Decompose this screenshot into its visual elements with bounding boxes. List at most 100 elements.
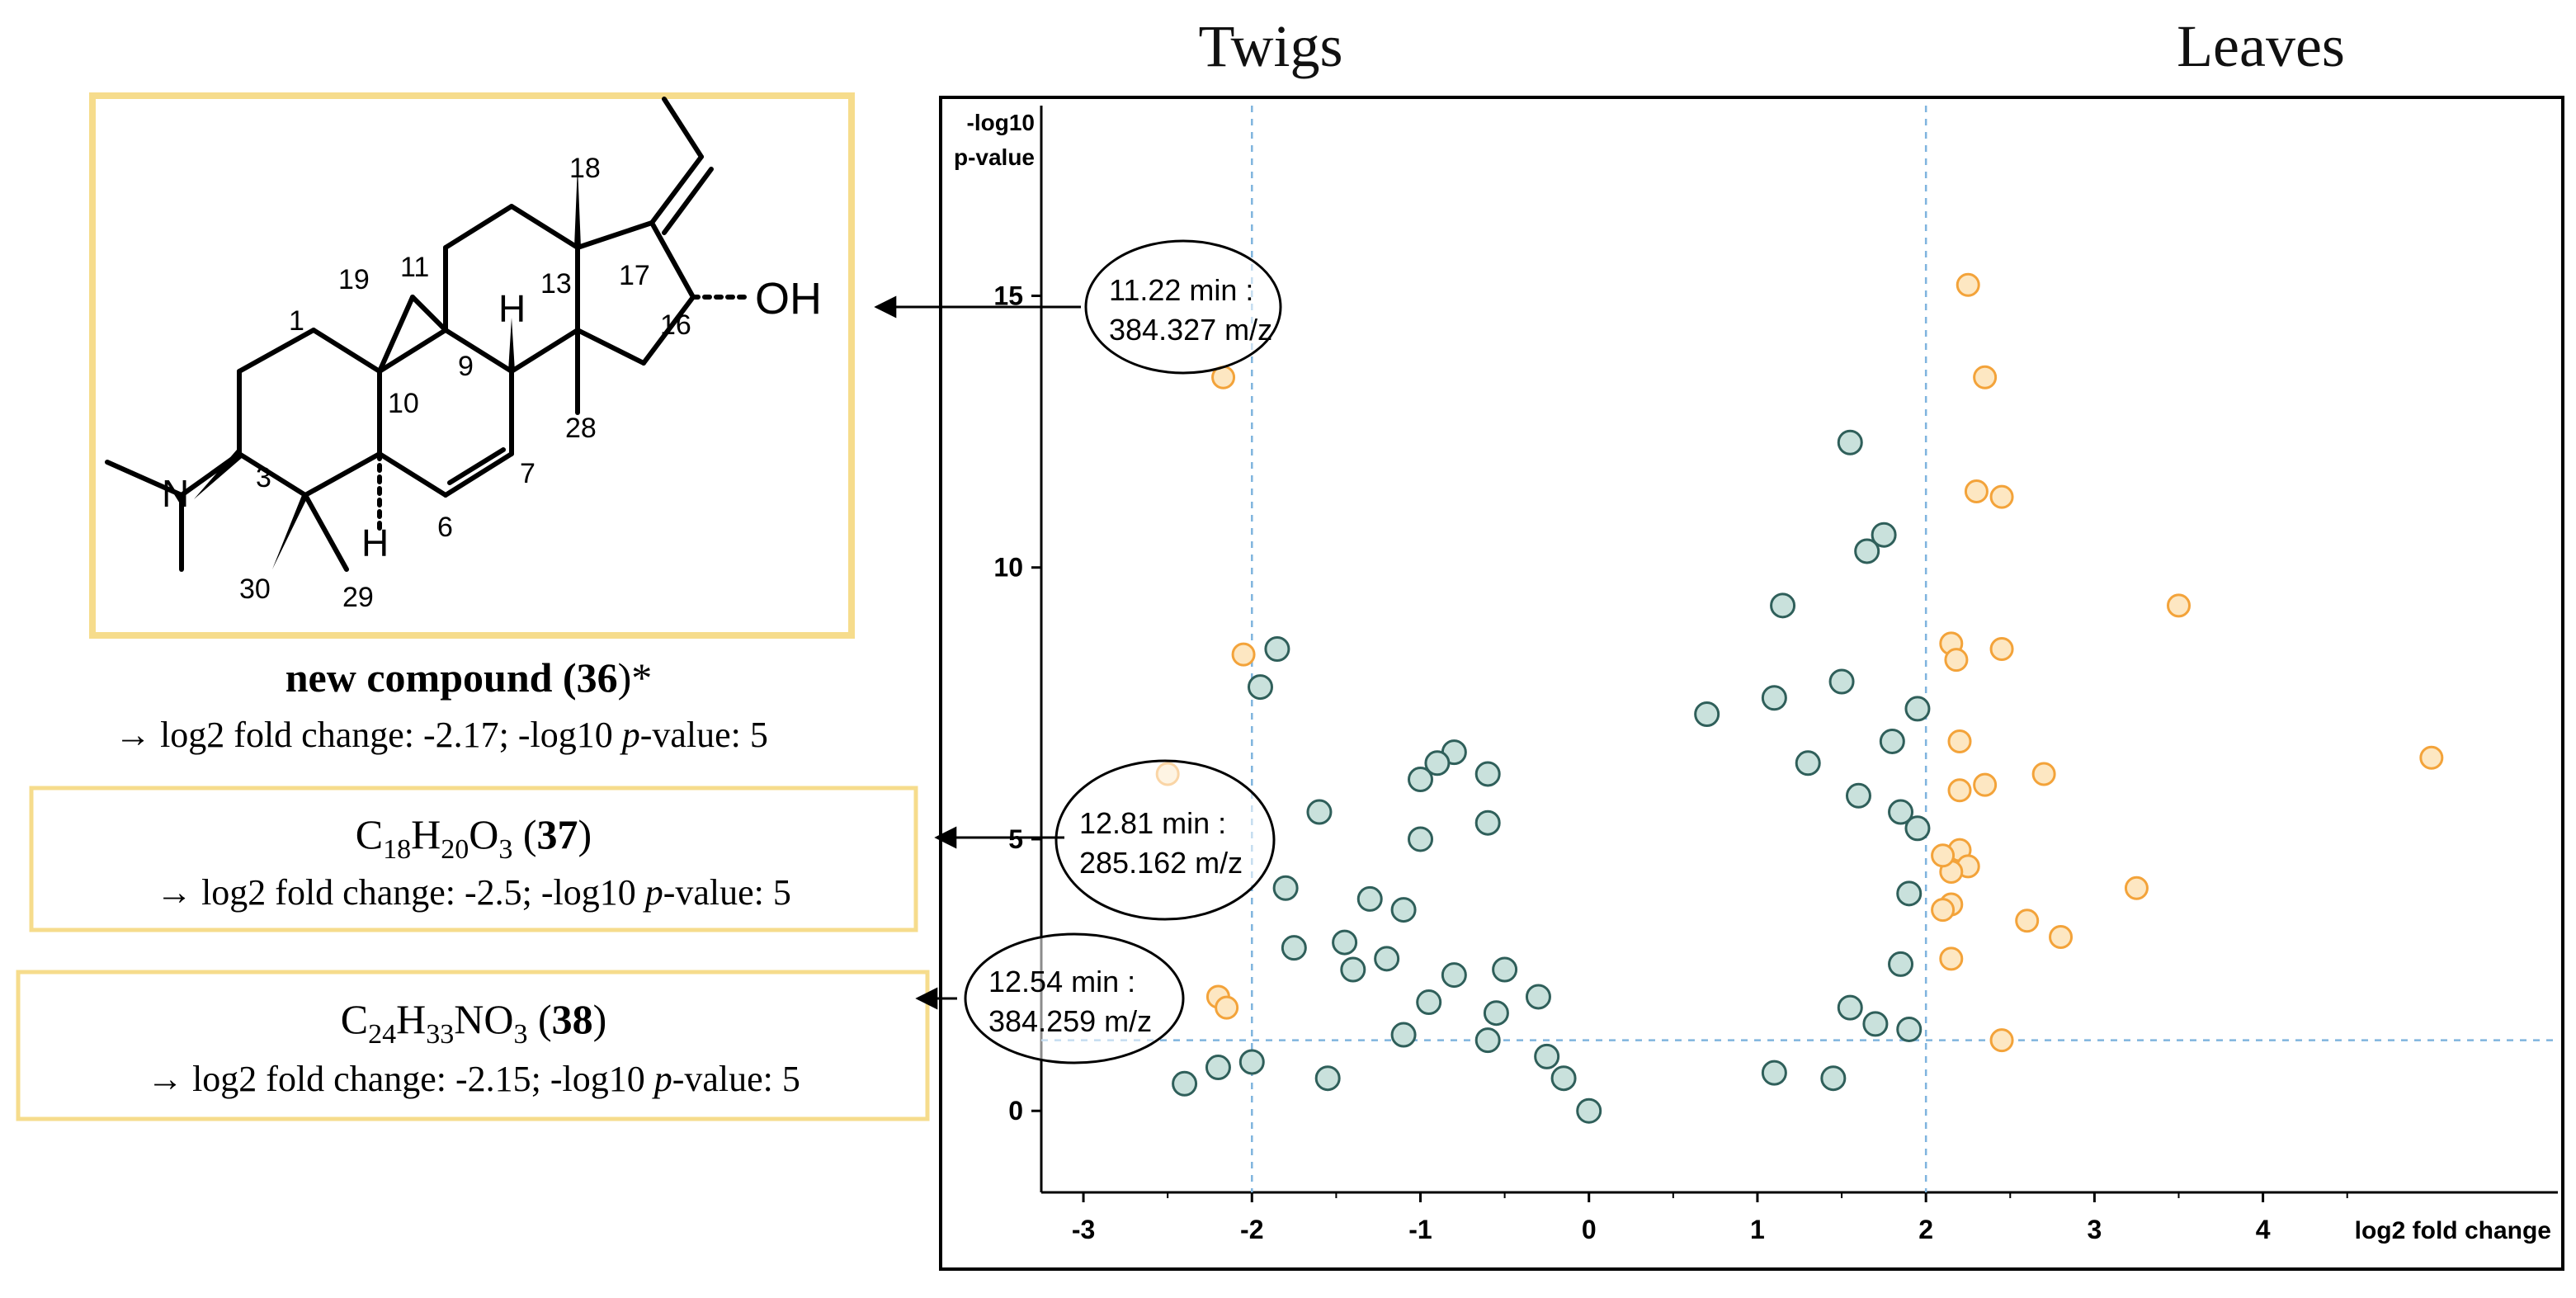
- atom-label: H: [361, 522, 389, 564]
- nonsignificant-point: [1761, 685, 1787, 711]
- nonsignificant-point: [1390, 1022, 1417, 1048]
- significant-point: [1944, 648, 1969, 673]
- y-tick-label: 15: [993, 281, 1023, 310]
- formula-part: 18: [383, 834, 411, 865]
- annotation-line1: 12.81 min :: [1079, 806, 1226, 840]
- nonsignificant-point: [1820, 1065, 1847, 1092]
- atom-label: 11: [400, 252, 429, 283]
- compound-38-stats-italic: p: [652, 1059, 672, 1099]
- compound-36-title-num: 36: [577, 654, 618, 701]
- significant-point: [1964, 479, 1989, 504]
- atom-label: 30: [239, 573, 271, 605]
- y-axis-label: -log10: [967, 110, 1035, 135]
- compound-38-stats-post: -value: 5: [672, 1059, 800, 1099]
- nonsignificant-point: [1550, 1065, 1577, 1092]
- atom-label: 7: [520, 458, 535, 489]
- atom-label: 1: [289, 305, 304, 337]
- nonsignificant-point: [1888, 951, 1914, 977]
- compound-38-formula: C24H33NO3 (38): [341, 996, 607, 1050]
- chemical-structure: [105, 97, 753, 572]
- significant-point: [1931, 898, 1956, 923]
- nonsignificant-point: [1534, 1043, 1560, 1069]
- atom-label: 16: [660, 309, 691, 341]
- atom-label: 17: [619, 260, 650, 291]
- nonsignificant-point: [1694, 701, 1720, 728]
- atom-label: 18: [569, 153, 601, 184]
- annotation-ellipse: [1054, 759, 1276, 921]
- significant-point: [1956, 272, 1980, 297]
- x-tick-label: 3: [2087, 1215, 2102, 1244]
- nonsignificant-point: [1474, 1027, 1501, 1054]
- annotation-line2: 384.327 m/z: [1109, 313, 1272, 347]
- significant-point: [1973, 365, 1998, 389]
- x-tick-label: -1: [1408, 1215, 1432, 1244]
- atom-label: H: [498, 287, 526, 330]
- compound-36-title-tail: )*: [618, 654, 653, 701]
- x-tick-label: 2: [1918, 1215, 1933, 1244]
- significant-point: [2015, 909, 2040, 933]
- compound-37-box: [29, 786, 918, 932]
- significant-point: [2167, 593, 2191, 618]
- nonsignificant-point: [1416, 989, 1442, 1016]
- formula-part: 3: [498, 834, 512, 865]
- nonsignificant-point: [1424, 750, 1451, 776]
- y-tick-label: 5: [1008, 824, 1023, 854]
- compound-37-formula: C18H20O3 (37): [356, 811, 592, 865]
- nonsignificant-point: [1879, 728, 1905, 754]
- nonsignificant-point: [1332, 929, 1358, 956]
- structure-box: [89, 92, 855, 639]
- atom-label: 6: [437, 512, 453, 543]
- atom-label: 19: [338, 264, 370, 295]
- nonsignificant-point: [1441, 962, 1467, 989]
- y-axis-label: p-value: [954, 144, 1035, 170]
- formula-part: 3: [513, 1019, 527, 1050]
- x-axis-label: log2 fold change: [2355, 1217, 2551, 1244]
- nonsignificant-point: [1390, 897, 1417, 923]
- x-tick-label: 1: [1750, 1215, 1765, 1244]
- compound-36-stats: → log2 fold change: -2.17; -log10 p-valu…: [115, 715, 768, 755]
- nonsignificant-point: [1483, 1000, 1509, 1027]
- nonsignificant-point: [1837, 429, 1863, 455]
- nonsignificant-point: [1408, 826, 1433, 852]
- x-tick-label: -3: [1072, 1215, 1095, 1244]
- significant-point: [1989, 1028, 2014, 1053]
- nonsignificant-point: [1408, 767, 1433, 793]
- connector-arrows: [874, 295, 1081, 1010]
- nonsignificant-point: [1845, 782, 1871, 809]
- x-tick-label: 4: [2256, 1215, 2271, 1244]
- nonsignificant-point: [1854, 538, 1880, 564]
- formula-part: 24: [368, 1019, 396, 1050]
- compound-36-title: new compound (36)*: [285, 654, 653, 701]
- nonsignificant-point: [1374, 946, 1400, 972]
- nonsignificant-point: [1576, 1097, 1602, 1124]
- nonsignificant-point: [1770, 592, 1796, 619]
- header-twigs: Twigs: [1199, 13, 1343, 79]
- compound-38-stats-pre: → log2 fold change: -2.15; -log10: [147, 1059, 654, 1099]
- formula-part: H: [396, 996, 426, 1042]
- compound-37-num: 37: [537, 811, 578, 857]
- significant-point: [2419, 745, 2444, 770]
- significant-point: [1973, 772, 1998, 797]
- wedge-bonds: [194, 165, 581, 569]
- nonsignificant-point: [1205, 1055, 1231, 1081]
- nonsignificant-point: [1837, 994, 1863, 1021]
- formula-part: C: [356, 811, 383, 857]
- atom-label: OH: [755, 274, 822, 323]
- atom-label: 3: [256, 462, 271, 493]
- formula-part: C: [341, 996, 368, 1042]
- compound-38-num: 38: [552, 996, 593, 1042]
- annotation-line2: 384.259 m/z: [988, 1004, 1152, 1038]
- nonsignificant-point: [1761, 1060, 1787, 1086]
- nonsignificant-point: [1888, 799, 1914, 825]
- significant-point: [2124, 876, 2149, 900]
- significant-point: [2031, 762, 2056, 786]
- atom-label: 13: [540, 268, 572, 300]
- atom-label: N: [162, 472, 189, 515]
- significant-point: [1989, 484, 2014, 509]
- compound-36-stats-pre: → log2 fold change: -2.17; -log10: [115, 715, 622, 755]
- nonsignificant-point: [1272, 875, 1299, 901]
- header-leaves: Leaves: [2177, 13, 2345, 79]
- significant-point: [1947, 778, 1972, 803]
- atom-label: 28: [565, 413, 597, 444]
